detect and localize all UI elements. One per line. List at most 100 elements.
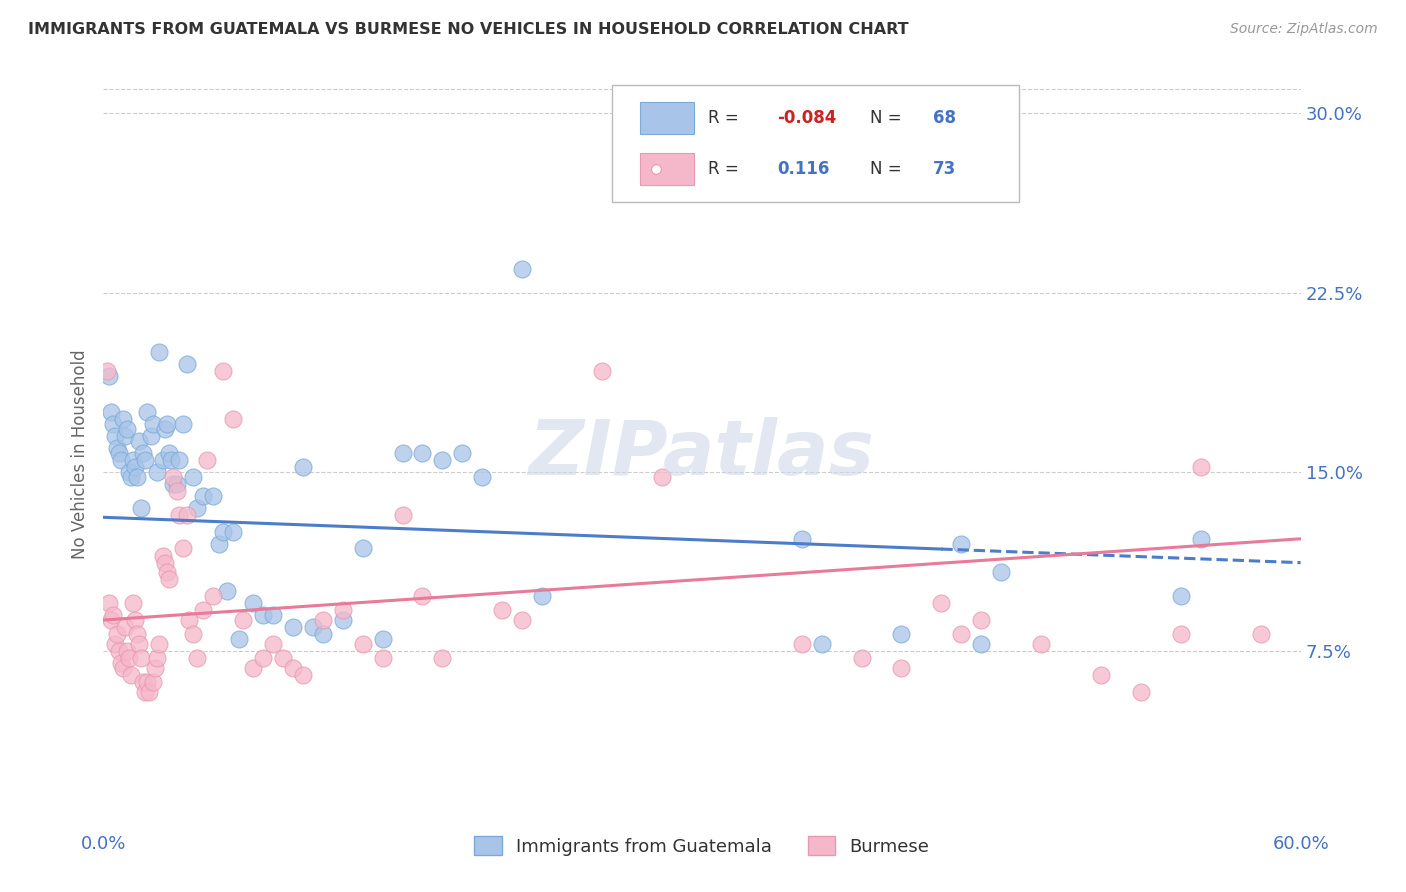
- Point: [146, 465, 169, 479]
- Point: [531, 589, 554, 603]
- Point: [432, 651, 454, 665]
- Point: [181, 627, 204, 641]
- Point: [112, 661, 135, 675]
- Point: [142, 675, 165, 690]
- FancyBboxPatch shape: [640, 153, 693, 185]
- Point: [311, 613, 333, 627]
- Point: [352, 541, 374, 556]
- Point: [172, 541, 194, 556]
- Point: [950, 627, 973, 641]
- Point: [1031, 637, 1053, 651]
- Point: [851, 651, 873, 665]
- Point: [451, 446, 474, 460]
- Text: IMMIGRANTS FROM GUATEMALA VS BURMESE NO VEHICLES IN HOUSEHOLD CORRELATION CHART: IMMIGRANTS FROM GUATEMALA VS BURMESE NO …: [28, 22, 908, 37]
- Point: [215, 584, 238, 599]
- Point: [122, 596, 145, 610]
- Point: [125, 469, 148, 483]
- Point: [104, 429, 127, 443]
- Point: [890, 661, 912, 675]
- Point: [129, 500, 152, 515]
- Point: [98, 369, 121, 384]
- Point: [167, 453, 190, 467]
- Text: 73: 73: [934, 160, 956, 178]
- Point: [1090, 668, 1112, 682]
- Text: N =: N =: [869, 109, 907, 127]
- Point: [931, 596, 953, 610]
- Point: [136, 405, 159, 419]
- Point: [990, 566, 1012, 580]
- Point: [281, 620, 304, 634]
- Point: [162, 469, 184, 483]
- Point: [191, 489, 214, 503]
- Point: [191, 603, 214, 617]
- Point: [156, 417, 179, 431]
- Point: [970, 637, 993, 651]
- Point: [176, 508, 198, 522]
- Point: [1189, 460, 1212, 475]
- Point: [104, 637, 127, 651]
- Point: [242, 596, 264, 610]
- Point: [311, 627, 333, 641]
- Point: [128, 637, 150, 651]
- Point: [291, 460, 314, 475]
- Point: [411, 446, 433, 460]
- FancyBboxPatch shape: [612, 85, 1019, 202]
- Text: ZIPatlas: ZIPatlas: [529, 417, 875, 491]
- Point: [1189, 532, 1212, 546]
- Point: [100, 405, 122, 419]
- Point: [132, 446, 155, 460]
- Point: [134, 453, 156, 467]
- Point: [301, 620, 323, 634]
- FancyBboxPatch shape: [640, 102, 693, 134]
- Point: [1170, 627, 1192, 641]
- Point: [252, 651, 274, 665]
- Point: [96, 364, 118, 378]
- Point: [114, 429, 136, 443]
- Point: [160, 453, 183, 467]
- Point: [491, 603, 513, 617]
- Point: [118, 465, 141, 479]
- Point: [172, 417, 194, 431]
- Point: [201, 489, 224, 503]
- Point: [790, 637, 813, 651]
- Point: [162, 476, 184, 491]
- Point: [124, 613, 146, 627]
- Point: [950, 536, 973, 550]
- Point: [242, 661, 264, 675]
- Point: [510, 613, 533, 627]
- Point: [156, 566, 179, 580]
- Point: [391, 508, 413, 522]
- Point: [281, 661, 304, 675]
- Point: [411, 589, 433, 603]
- Point: [212, 524, 235, 539]
- Point: [166, 483, 188, 498]
- Point: [890, 627, 912, 641]
- Point: [153, 556, 176, 570]
- Point: [157, 446, 180, 460]
- Point: [122, 453, 145, 467]
- Point: [391, 446, 413, 460]
- Point: [201, 589, 224, 603]
- Point: [208, 536, 231, 550]
- Point: [222, 412, 245, 426]
- Point: [1250, 627, 1272, 641]
- Text: N =: N =: [869, 160, 907, 178]
- Y-axis label: No Vehicles in Household: No Vehicles in Household: [72, 349, 89, 558]
- Point: [157, 573, 180, 587]
- Point: [105, 441, 128, 455]
- Point: [222, 524, 245, 539]
- Point: [176, 357, 198, 371]
- Point: [1170, 589, 1192, 603]
- Point: [262, 637, 284, 651]
- Point: [291, 668, 314, 682]
- Point: [166, 476, 188, 491]
- Point: [186, 651, 208, 665]
- Point: [125, 627, 148, 641]
- Point: [271, 651, 294, 665]
- Point: [371, 632, 394, 647]
- Point: [228, 632, 250, 647]
- Text: -0.084: -0.084: [778, 109, 837, 127]
- Point: [134, 685, 156, 699]
- Legend: Immigrants from Guatemala, Burmese: Immigrants from Guatemala, Burmese: [467, 829, 936, 863]
- Point: [120, 668, 142, 682]
